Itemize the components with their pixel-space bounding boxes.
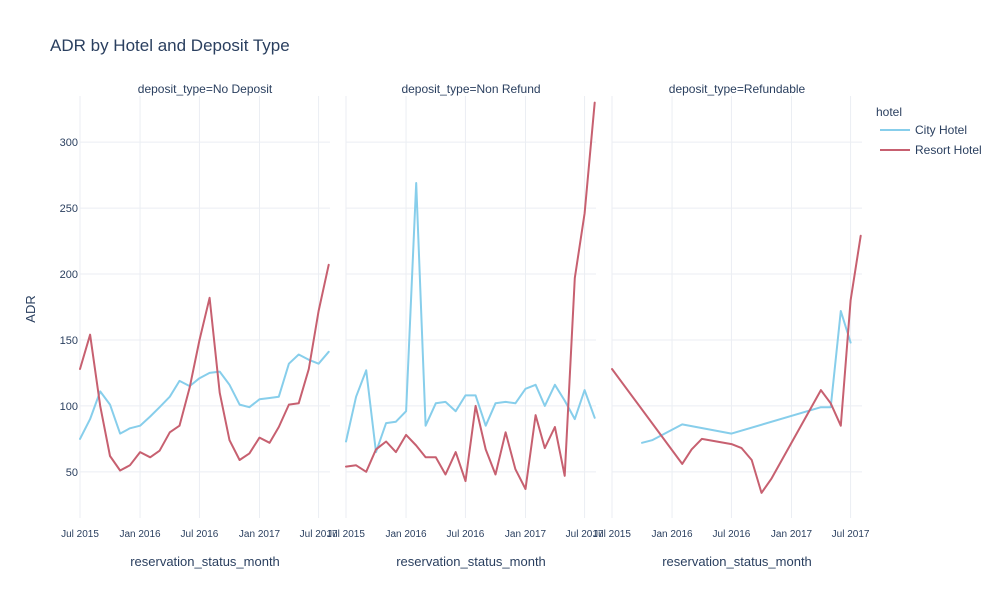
facet-title: deposit_type=Non Refund [401, 82, 540, 96]
series-line-city-hotel [641, 310, 852, 444]
series-line-resort-hotel [611, 234, 862, 494]
chart-title: ADR by Hotel and Deposit Type [50, 36, 290, 55]
x-tick-label: Jan 2016 [385, 529, 427, 540]
x-tick-label: Jul 2015 [327, 529, 365, 540]
legend-items: City Hotel Resort Hotel [880, 123, 982, 157]
x-tick-label: Jan 2016 [651, 529, 693, 540]
facet-panels: deposit_type=No Deposit 50 100 150 200 250 300… [60, 82, 870, 569]
y-axis-title: ADR [23, 295, 38, 322]
x-tick-label: Jul 2015 [61, 529, 99, 540]
x-tick-label: Jul 2016 [181, 529, 219, 540]
legend-title: hotel [876, 105, 902, 119]
y-tick-label: 200 [60, 269, 78, 281]
facet-title: deposit_type=No Deposit [138, 82, 273, 96]
y-tick-label: 300 [60, 137, 78, 149]
legend-label: City Hotel [915, 123, 967, 137]
legend-label: Resort Hotel [915, 143, 982, 157]
facet-panel: deposit_type=No Deposit 50 100 150 200 250 300… [60, 82, 338, 569]
x-tick-label: Jul 2016 [713, 529, 751, 540]
x-axis-title: reservation_status_month [662, 554, 812, 569]
series-line-city-hotel [345, 182, 596, 454]
legend-item[interactable]: Resort Hotel [880, 143, 982, 157]
facet-title: deposit_type=Refundable [669, 82, 806, 96]
x-tick-label: Jul 2015 [593, 529, 631, 540]
y-tick-label: 50 [66, 467, 78, 479]
y-tick-label: 150 [60, 335, 78, 347]
x-tick-label: Jan 2017 [771, 529, 813, 540]
series-line-city-hotel [79, 350, 330, 440]
x-axis-title: reservation_status_month [130, 554, 280, 569]
legend: hotel City Hotel Resort Hotel [876, 105, 982, 157]
x-tick-label: Jan 2017 [239, 529, 281, 540]
x-tick-label: Jul 2017 [300, 529, 338, 540]
y-tick-label: 100 [60, 401, 78, 413]
facet-panel: deposit_type=Refundable Jul 2015 Jan 2016 J… [593, 82, 870, 569]
series-line-resort-hotel [345, 101, 596, 490]
series-line-resort-hotel [79, 263, 330, 472]
x-axis-title: reservation_status_month [396, 554, 546, 569]
legend-item[interactable]: City Hotel [880, 123, 967, 137]
x-tick-label: Jan 2016 [119, 529, 161, 540]
x-tick-label: Jul 2017 [566, 529, 604, 540]
x-tick-label: Jul 2017 [832, 529, 870, 540]
y-tick-label: 250 [60, 203, 78, 215]
x-tick-label: Jul 2016 [447, 529, 485, 540]
facet-panel: deposit_type=Non Refund Jul 2015 Jan 2016 J… [327, 82, 604, 569]
x-tick-label: Jan 2017 [505, 529, 547, 540]
